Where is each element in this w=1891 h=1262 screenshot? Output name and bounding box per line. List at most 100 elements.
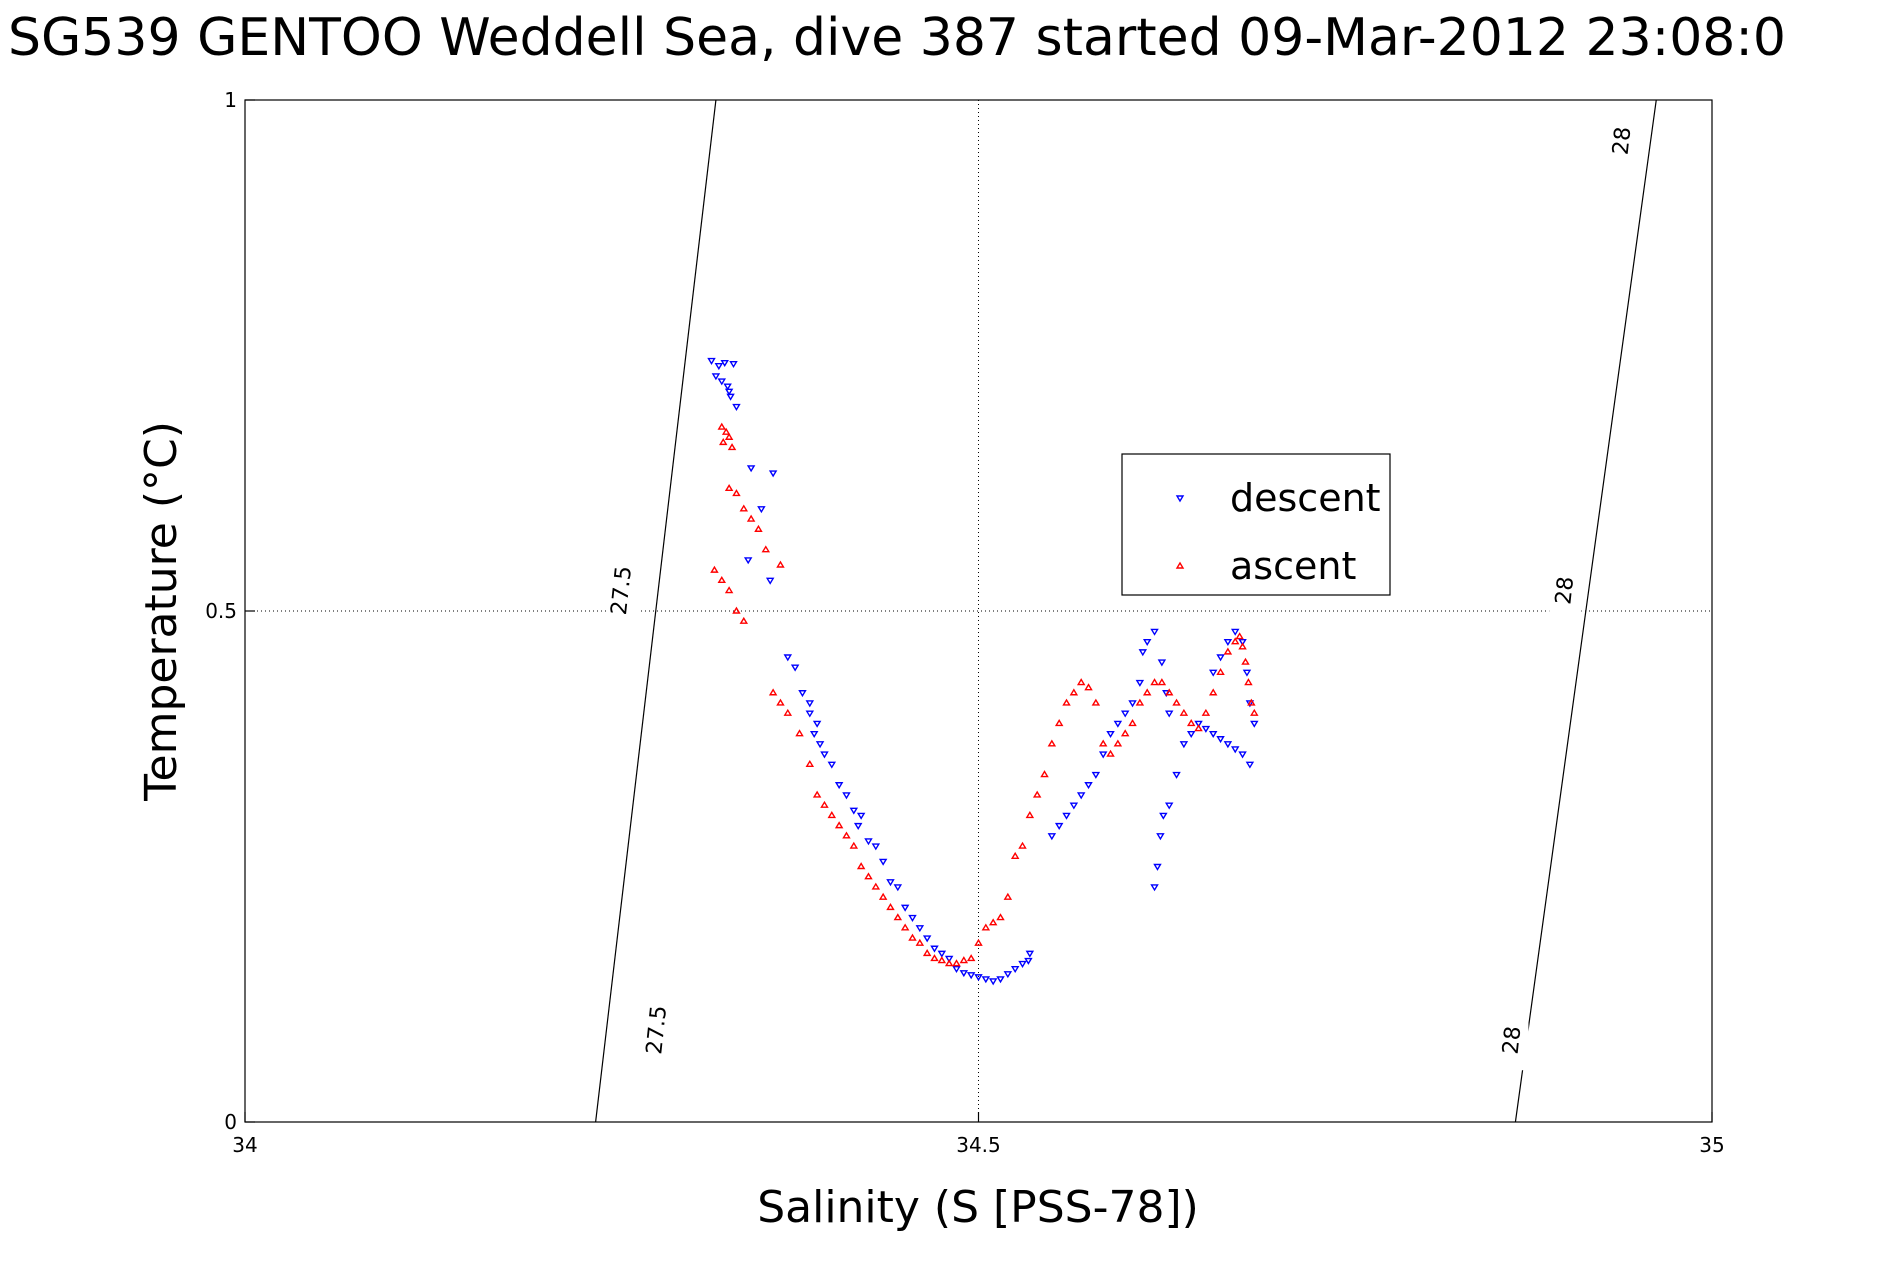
ascent-point bbox=[944, 959, 954, 967]
ascent-point bbox=[724, 586, 734, 594]
ascent-point bbox=[717, 422, 727, 430]
descent-point bbox=[714, 363, 724, 371]
ascent-point bbox=[915, 938, 925, 946]
descent-point bbox=[1242, 669, 1252, 677]
descent-point bbox=[886, 879, 895, 887]
descent-point bbox=[1208, 669, 1218, 677]
descent-point bbox=[1047, 833, 1057, 841]
descent-point bbox=[726, 393, 735, 401]
ascent-point bbox=[871, 882, 881, 890]
descent-point bbox=[1223, 638, 1233, 647]
descent-point bbox=[1216, 654, 1225, 662]
descent-point bbox=[827, 761, 837, 769]
descent-point bbox=[805, 710, 815, 718]
descent-point bbox=[1156, 833, 1165, 841]
descent-point bbox=[1164, 710, 1174, 718]
descent-point bbox=[878, 858, 888, 866]
ascent-point bbox=[739, 504, 749, 512]
descent-point bbox=[1084, 782, 1093, 790]
descent-point bbox=[1150, 628, 1159, 636]
ascent-point bbox=[996, 913, 1005, 921]
descent-point bbox=[1010, 966, 1020, 974]
descent-point bbox=[711, 373, 721, 381]
descent-point bbox=[952, 966, 961, 974]
contour-label-background bbox=[1606, 110, 1639, 171]
ascent-point bbox=[959, 956, 969, 964]
ascent-point bbox=[1106, 749, 1115, 757]
ascent-point bbox=[1216, 667, 1225, 676]
y-tick-label: 0.5 bbox=[205, 599, 237, 623]
ascent-point bbox=[856, 862, 866, 870]
ascent-point bbox=[900, 923, 910, 931]
ascent-point bbox=[937, 956, 947, 964]
descent-point bbox=[893, 884, 903, 892]
ascent-point bbox=[721, 427, 731, 435]
density-contour-line bbox=[1514, 100, 1657, 1122]
descent-point bbox=[1113, 720, 1123, 728]
contour-label: 28 bbox=[1551, 575, 1579, 605]
descent-point bbox=[1238, 751, 1247, 759]
descent-point bbox=[1098, 751, 1108, 759]
descent-point bbox=[1172, 771, 1181, 779]
legend-marker-descent bbox=[1175, 495, 1185, 503]
ascent-point bbox=[930, 954, 939, 962]
ascent-point bbox=[974, 938, 983, 946]
descent-point bbox=[1230, 628, 1240, 636]
x-tick-label: 34 bbox=[232, 1133, 257, 1157]
ascent-point bbox=[768, 688, 778, 696]
descent-point bbox=[1062, 812, 1071, 820]
ascent-point bbox=[1186, 719, 1196, 727]
legend-marker-ascent bbox=[1175, 561, 1185, 569]
descent-point bbox=[1153, 863, 1162, 871]
descent-point bbox=[790, 664, 800, 672]
y-axis-title: Temperature (°C) bbox=[136, 421, 187, 802]
ascent-point bbox=[732, 489, 741, 497]
descent-point bbox=[1208, 730, 1218, 739]
contour-labels: 27.5 27.5 28 28 28 bbox=[606, 110, 1639, 1071]
ascent-point bbox=[717, 575, 727, 584]
ascent-point bbox=[1010, 851, 1020, 859]
ascent-point bbox=[1230, 637, 1240, 645]
ascent-point bbox=[988, 918, 998, 926]
x-axis-title: Salinity (S [PSS-78]) bbox=[757, 1182, 1199, 1233]
ascent-point bbox=[719, 438, 728, 446]
descent-point bbox=[988, 978, 998, 986]
legend-label-ascent: ascent bbox=[1230, 544, 1356, 588]
y-tick-label: 0 bbox=[224, 1110, 237, 1134]
contour-label-background bbox=[606, 560, 639, 621]
ascent-point bbox=[710, 565, 719, 573]
ascent-point bbox=[1076, 678, 1086, 686]
descent-point bbox=[959, 970, 969, 978]
descent-point bbox=[820, 751, 829, 759]
y-axis-ticks: 00.51 bbox=[205, 88, 255, 1134]
descent-point bbox=[815, 741, 825, 749]
ascent-point bbox=[864, 872, 873, 880]
ascent-point bbox=[981, 923, 991, 931]
ascent-point bbox=[1235, 632, 1244, 640]
contour-label: 28 bbox=[1609, 126, 1637, 156]
descent-point bbox=[1194, 720, 1203, 728]
ascent-point bbox=[1223, 647, 1233, 655]
descent-point bbox=[908, 914, 917, 922]
ascent-point bbox=[827, 811, 837, 819]
ascent-point bbox=[1157, 678, 1167, 686]
contour-label-background bbox=[1549, 560, 1582, 621]
descent-point bbox=[1238, 638, 1247, 647]
descent-point bbox=[1159, 812, 1168, 820]
descent-point bbox=[937, 950, 947, 958]
descent-point bbox=[798, 690, 807, 698]
ascent-point bbox=[761, 545, 771, 553]
ascent-point bbox=[1120, 729, 1130, 737]
ascent-point bbox=[1084, 683, 1093, 691]
ascent-point bbox=[1032, 790, 1042, 798]
ascent-point bbox=[739, 616, 749, 624]
descent-point bbox=[729, 360, 738, 369]
descent-point bbox=[1128, 700, 1137, 708]
descent-point bbox=[974, 974, 983, 982]
ascent-point bbox=[754, 524, 763, 532]
descent-point bbox=[1120, 710, 1130, 718]
ascent-point bbox=[908, 933, 917, 941]
ascent-point bbox=[1091, 698, 1101, 706]
contour-label: 27.5 bbox=[607, 565, 637, 616]
